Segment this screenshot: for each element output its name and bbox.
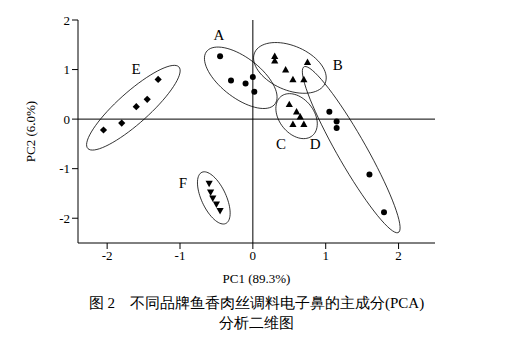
svg-text:1: 1 [322,248,329,263]
svg-text:-2: -2 [102,248,113,263]
svg-text:0: 0 [64,112,71,127]
svg-text:F: F [179,175,187,191]
svg-text:2: 2 [64,13,71,28]
svg-text:C: C [276,136,286,152]
svg-text:A: A [213,27,224,43]
svg-text:-1: -1 [59,161,70,176]
html-text:图 2 不同品牌鱼香肉丝调料电子鼻的主成分(PCA) 分析二: 图 2 不同品牌鱼香肉丝调料电子鼻的主成分(PCA) 分析二维图 [88,295,425,331]
svg-text:PC2 (6.0%): PC2 (6.0%) [23,101,38,162]
svg-text:0: 0 [250,248,257,263]
svg-text:PC1 (89.3%): PC1 (89.3%) [223,271,291,286]
svg-text:-2: -2 [59,211,70,226]
svg-text:-1: -1 [175,248,186,263]
svg-text:E: E [131,61,140,77]
svg-text:1: 1 [64,62,71,77]
svg-text:B: B [333,57,343,73]
svg-text:2: 2 [395,248,402,263]
svg-text:D: D [310,136,321,152]
